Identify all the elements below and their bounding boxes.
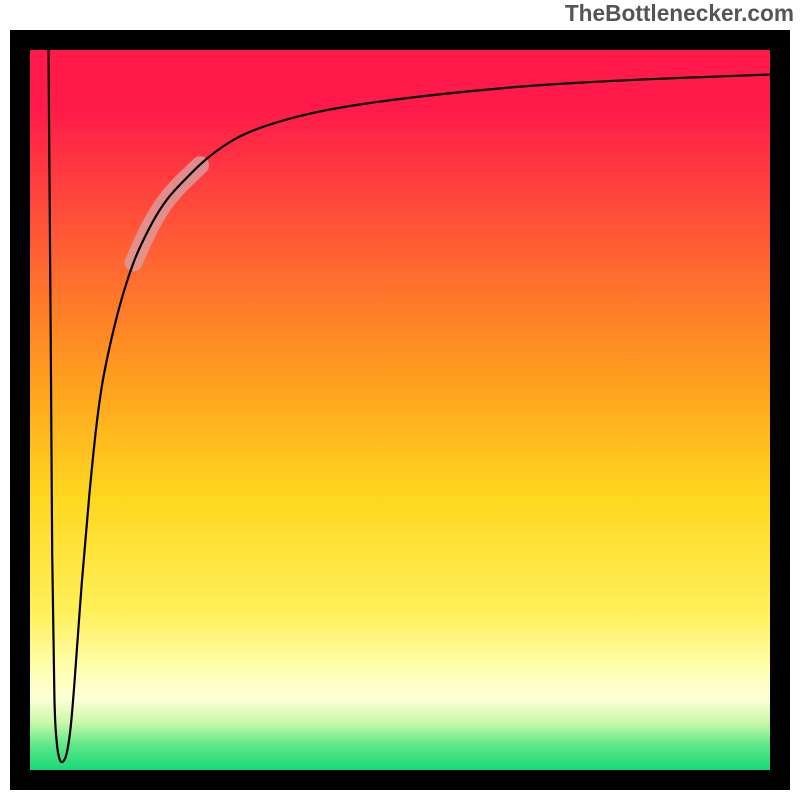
bottleneck-chart xyxy=(10,30,790,790)
attribution-text: TheBottlenecker.com xyxy=(565,0,794,27)
chart-background xyxy=(30,50,770,770)
